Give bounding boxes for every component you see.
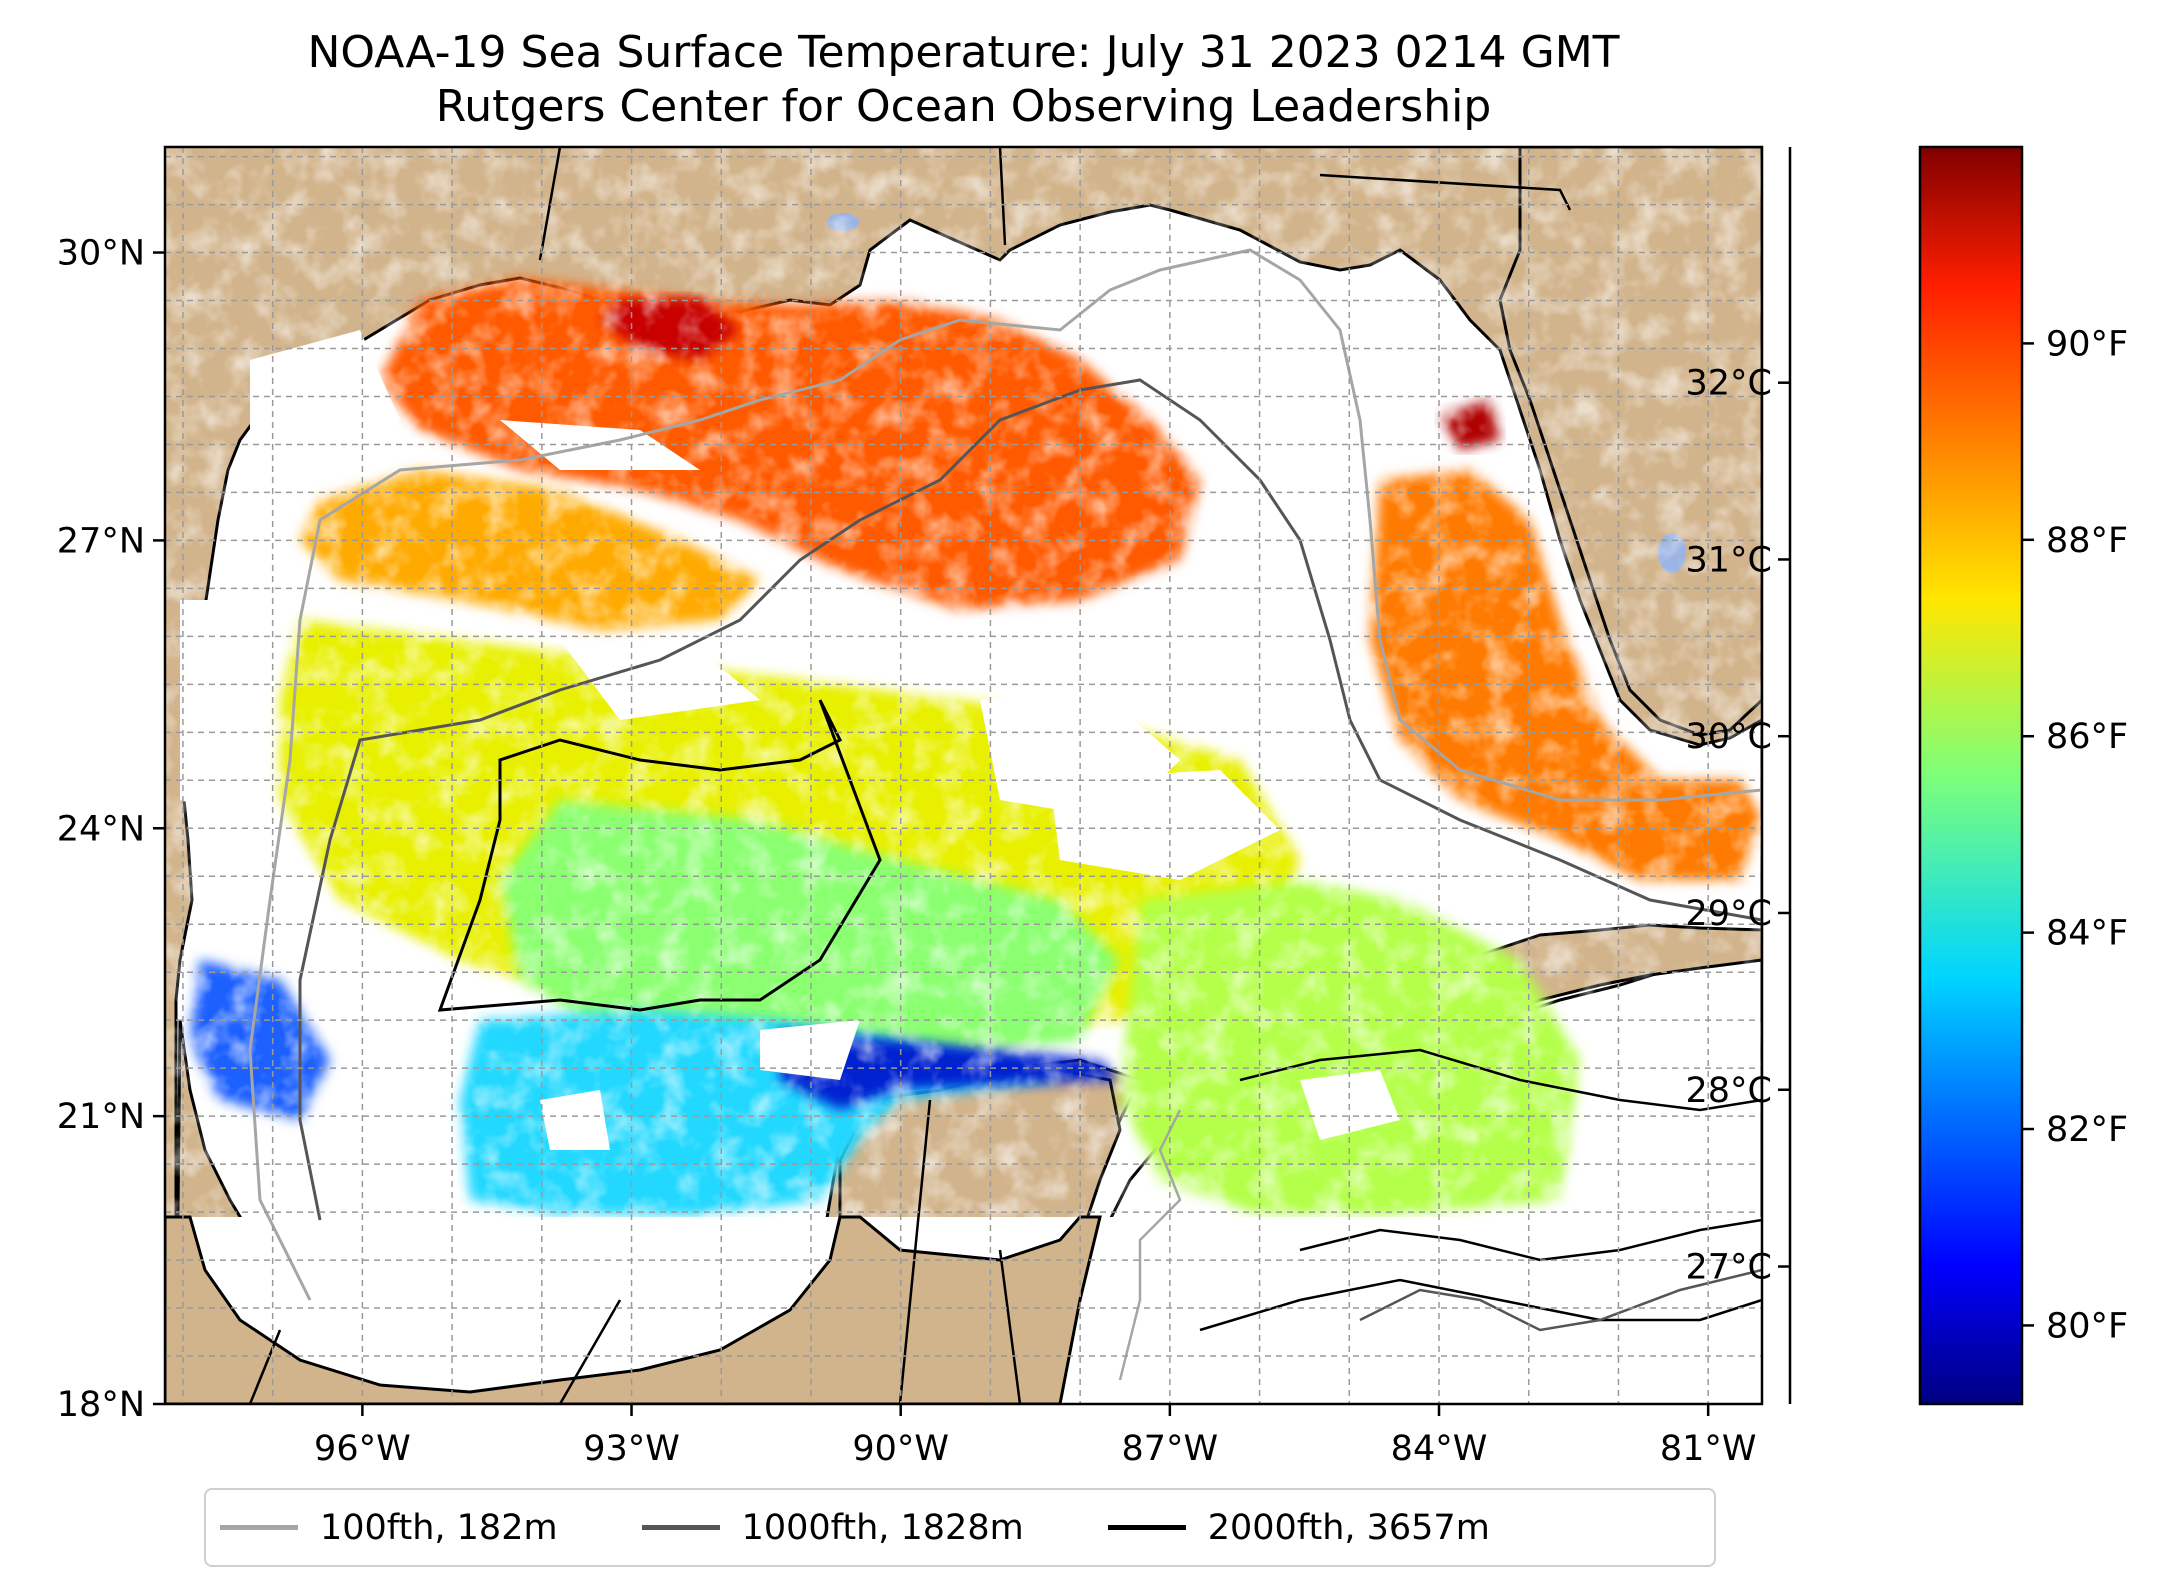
fahrenheit-tick-label: 90°F [2046, 324, 2128, 364]
map-area [165, 147, 1762, 1404]
celsius-tick-label: 32°C [1686, 364, 1772, 404]
legend-line-swatch [641, 1525, 720, 1530]
lon-tick-label: 81°W [1660, 1429, 1757, 1469]
celsius-tick-label: 30°C [1686, 717, 1772, 757]
celsius-tick-label: 29°C [1686, 894, 1772, 934]
map-subtitle: Rutgers Center for Ocean Observing Leade… [435, 81, 1492, 132]
axis-ticks: 30°N 27°N 24°N 21°N 18°N 96°W 93°W 90°W 87°W 84°W… [57, 234, 1757, 1469]
contour-100fth-caribbean [1118, 1109, 1182, 1381]
legend-item: 1000fth, 1828m [641, 1507, 1024, 1548]
lon-tick-label: 87°W [1122, 1429, 1219, 1469]
lat-tick-label: 27°N [57, 521, 145, 561]
legend-line-swatch [1107, 1525, 1186, 1530]
legend-line-swatch [220, 1525, 298, 1530]
celsius-tick-label: 28°C [1686, 1071, 1772, 1111]
colorbar-gradient [1918, 145, 2024, 1406]
legend-label: 1000fth, 1828m [741, 1507, 1024, 1548]
colorbar-ticks: 90°F 88°F 86°F 84°F 82°F 80°F 32°C 31°C 30°C 29°C… [1686, 147, 2128, 1404]
fahrenheit-tick-label: 82°F [2046, 1110, 2128, 1150]
map-frame [163, 145, 1764, 1406]
lat-tick-label: 21°N [57, 1097, 145, 1137]
legend-item: 2000fth, 3657m [1107, 1507, 1490, 1548]
contour-100fth [248, 248, 1762, 1301]
celsius-tick-label: 27°C [1686, 1248, 1772, 1288]
fahrenheit-tick-label: 86°F [2046, 717, 2128, 757]
celsius-tick-label: 31°C [1686, 540, 1772, 580]
legend-item: 100fth, 182m [220, 1508, 558, 1548]
fahrenheit-tick-label: 80°F [2046, 1306, 2128, 1346]
lat-tick-label: 24°N [57, 809, 145, 849]
fahrenheit-tick-label: 84°F [2046, 914, 2128, 954]
sst-data-field [165, 147, 1762, 1404]
lat-tick-label: 18°N [57, 1385, 145, 1425]
lon-tick-label: 90°W [852, 1429, 949, 1469]
contour-2000fth-caribbean [1199, 1048, 1762, 1332]
colorbar: 90°F 88°F 86°F 84°F 82°F 80°F 32°C 31°C 30°C 29°C… [1686, 145, 2128, 1406]
gridlines [165, 147, 1762, 1405]
lon-tick-label: 93°W [583, 1429, 680, 1469]
lon-tick-label: 84°W [1391, 1429, 1488, 1469]
political-borders [248, 147, 1572, 1404]
contour-1000fth-caribbean [1359, 1268, 1762, 1332]
legend-label: 100fth, 182m [320, 1507, 558, 1548]
lon-tick-label: 96°W [314, 1429, 411, 1469]
sst-texture [165, 147, 1762, 1217]
lat-tick-label: 30°N [57, 234, 145, 274]
contour-legend: 100fth, 182m 1000fth, 1828m 2000fth, 3657m [204, 1488, 1716, 1567]
fahrenheit-tick-label: 88°F [2046, 521, 2128, 561]
legend-label: 2000fth, 3657m [1207, 1507, 1490, 1548]
cloud-mask [180, 330, 1400, 1150]
map-title: NOAA-19 Sea Surface Temperature: July 31… [307, 27, 1620, 78]
